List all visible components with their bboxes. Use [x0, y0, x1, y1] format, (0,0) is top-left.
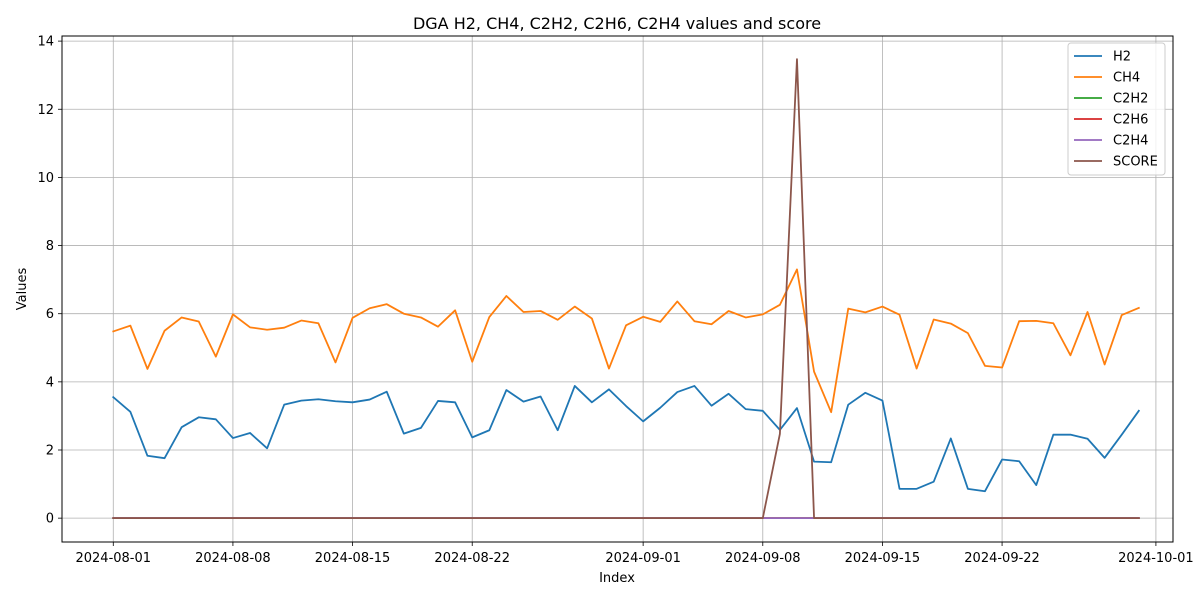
- x-tick-label: 2024-08-22: [434, 551, 510, 566]
- y-tick-label: 14: [37, 35, 54, 50]
- legend-box: [1067, 42, 1166, 176]
- x-axis-label: Index: [599, 571, 635, 586]
- x-tick-label: 2024-08-15: [315, 551, 391, 566]
- legend-label-h2: H2: [1113, 50, 1131, 65]
- x-tick-label: 2024-09-15: [845, 551, 921, 566]
- y-tick-label: 4: [46, 375, 54, 390]
- x-tick-label: 2024-09-22: [964, 551, 1040, 566]
- y-tick-label: 2: [46, 444, 54, 459]
- y-tick-label: 12: [37, 103, 54, 118]
- x-tick-label: 2024-09-01: [605, 551, 681, 566]
- legend-label-ch4: CH4: [1113, 71, 1140, 86]
- x-tick-label: 2024-09-08: [725, 551, 801, 566]
- y-tick-label: 10: [37, 171, 54, 186]
- y-tick-label: 0: [46, 512, 54, 527]
- x-tick-label: 2024-10-01: [1118, 551, 1194, 566]
- y-axis-ticks: 0 2 4 6 8 10 12 14: [37, 35, 62, 527]
- x-axis-ticks: 2024-08-01 2024-08-08 2024-08-15 2024-08-22…: [75, 542, 1194, 566]
- x-tick-label: 2024-08-01: [75, 551, 151, 566]
- series-lines: [112, 58, 1141, 520]
- plot-frame: [61, 35, 1174, 543]
- legend: H2 CH4 C2H2 C2H6 C2H4 SCORE: [1067, 42, 1166, 176]
- legend-label-c2h2: C2H2: [1113, 92, 1148, 107]
- legend-label-c2h4: C2H4: [1113, 134, 1148, 149]
- x-tick-label: 2024-08-08: [195, 551, 271, 566]
- legend-label-score: SCORE: [1113, 155, 1158, 170]
- series-line-score: [112, 58, 1140, 520]
- series-line-h2: [112, 385, 1141, 493]
- y-tick-label: 6: [46, 307, 54, 322]
- legend-label-c2h6: C2H6: [1113, 113, 1148, 128]
- chart-title: DGA H2, CH4, C2H2, C2H6, C2H4 values and…: [413, 14, 821, 33]
- y-axis-label: Values: [15, 268, 30, 311]
- series-line-ch4: [112, 268, 1140, 414]
- y-tick-label: 8: [46, 239, 54, 254]
